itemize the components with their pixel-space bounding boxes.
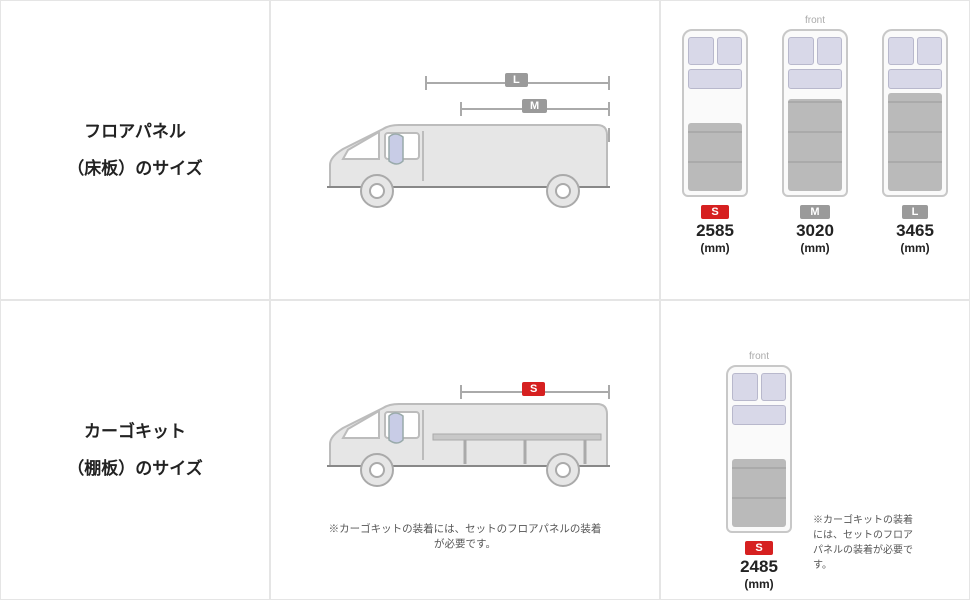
row1-title-line2: （床板）のサイズ: [67, 150, 203, 187]
row2-label-cell: カーゴキット （棚板）のサイズ: [0, 300, 270, 600]
front-label: [873, 15, 957, 29]
front-label: front: [717, 351, 801, 365]
variant-badge: S: [701, 205, 728, 219]
variant-badge: L: [902, 205, 929, 219]
van-silhouette-2: [315, 396, 615, 491]
variant-dimension: 3020: [796, 221, 834, 241]
van-top-silhouette: [726, 365, 792, 533]
variant-dimension: 3465: [896, 221, 934, 241]
front-label: [673, 15, 757, 29]
variant-unit: (mm): [900, 241, 929, 255]
top-view-s: front S 2485(mm): [717, 351, 801, 591]
van-top-silhouette: [882, 29, 948, 197]
variant-dimension: 2585: [696, 221, 734, 241]
row1-label-cell: フロアパネル （床板）のサイズ: [0, 0, 270, 300]
van-side-view: LMS: [315, 70, 615, 230]
row2-title-line1: カーゴキット: [84, 413, 186, 450]
row2-footnote: ※カーゴキットの装着には、セットのフロアパネルの装着が必要です。: [325, 521, 605, 551]
top-view-l: L 3465(mm): [873, 15, 957, 255]
van-side-view-2: S: [315, 349, 615, 509]
variant-unit: (mm): [700, 241, 729, 255]
variant-badge: S: [745, 541, 772, 555]
row2-top-views: front S 2485(mm) ※カーゴキットの装着には、セットのフロアパネルの装着…: [660, 300, 970, 600]
row2-side-note: ※カーゴキットの装着には、セットのフロアパネルの装着が必要です。: [813, 513, 913, 591]
variant-unit: (mm): [744, 577, 773, 591]
row1-side-diagram: LMS: [270, 0, 660, 300]
front-label: front: [773, 15, 857, 29]
top-view-m: front M 3020(mm): [773, 15, 857, 255]
row2-side-diagram: S ※カーゴキットの装着には、セットのフロアパネルの装着が必要です。: [270, 300, 660, 600]
variant-unit: (mm): [800, 241, 829, 255]
row1-top-views: S2585(mm)frontM3020(mm)L3465(mm): [660, 0, 970, 300]
van-top-silhouette: [782, 29, 848, 197]
top-view-s: S 2585(mm): [673, 15, 757, 255]
row1-title-line1: フロアパネル: [84, 113, 186, 150]
row2-title-line2: （棚板）のサイズ: [67, 450, 203, 487]
variant-dimension: 2485: [740, 557, 778, 577]
size-tag-l: L: [505, 73, 528, 87]
size-chart-grid: フロアパネル （床板）のサイズ LMS S2585(mm)frontM3020(…: [0, 0, 970, 600]
van-top-silhouette: [682, 29, 748, 197]
size-tag-m: M: [522, 99, 547, 113]
size-tag-s: S: [522, 382, 545, 396]
variant-badge: M: [800, 205, 829, 219]
size-bar-l: L: [425, 70, 610, 96]
van-silhouette: [315, 117, 615, 212]
